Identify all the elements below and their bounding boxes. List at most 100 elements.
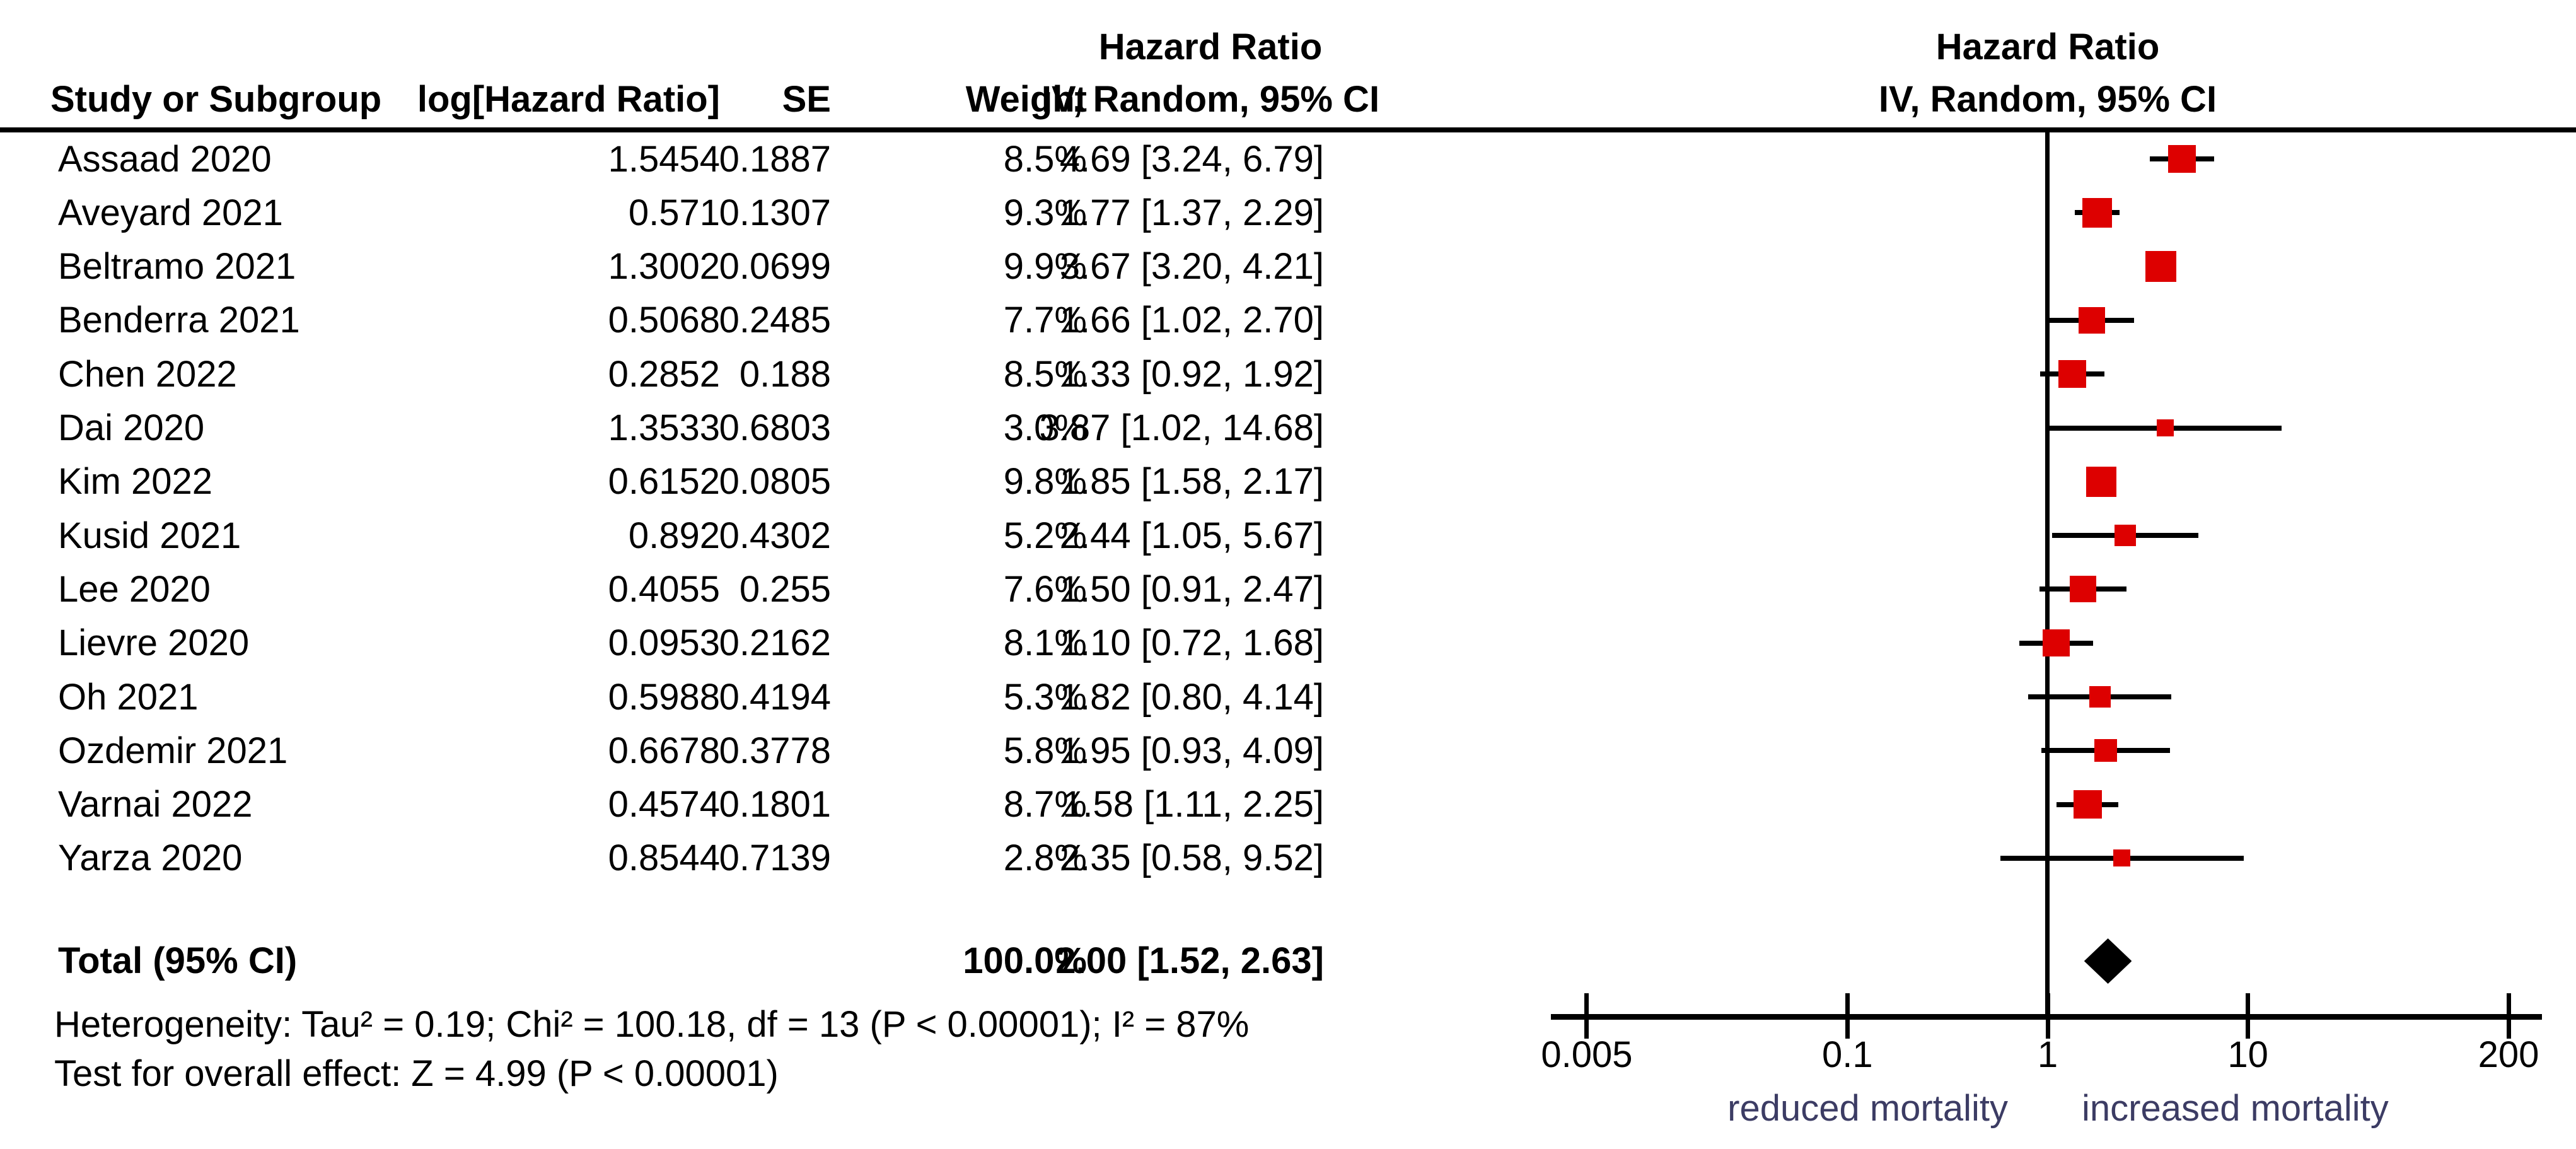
- effect-marker: [2058, 360, 2087, 388]
- effect-marker: [2078, 306, 2105, 334]
- axis-tick-label: 1: [2037, 1034, 2058, 1075]
- log-hazard-ratio-value: 0.4055: [608, 568, 720, 610]
- study-name: Varnai 2022: [58, 784, 253, 825]
- no-effect-line: [2045, 132, 2050, 1017]
- log-hazard-ratio-value: 0.8544: [608, 837, 720, 879]
- se-value: 0.255: [739, 568, 831, 610]
- effect-marker: [2145, 251, 2176, 283]
- effect-marker: [2086, 466, 2116, 497]
- table-row: Lievre 2020 0.0953 0.2162 8.1% 1.10 [0.7…: [0, 616, 2576, 670]
- axis-tick: [2246, 993, 2251, 1039]
- log-hazard-ratio-value: 0.6678: [608, 730, 720, 771]
- study-name: Lievre 2020: [58, 622, 250, 664]
- hazard-ratio-ci-text: 3.87 [1.02, 14.68]: [1039, 407, 1324, 448]
- hazard-ratio-ci-text: 1.82 [0.80, 4.14]: [1059, 676, 1324, 718]
- table-row: Aveyard 2021 0.571 0.1307 9.3% 1.77 [1.3…: [0, 186, 2576, 240]
- se-value: 0.4302: [719, 515, 831, 556]
- axis-label-increased-mortality: increased mortality: [2082, 1088, 2389, 1129]
- study-name: Lee 2020: [58, 568, 211, 610]
- effect-marker: [2082, 197, 2113, 228]
- hazard-ratio-ci-text: 1.66 [1.02, 2.70]: [1059, 300, 1324, 341]
- column-header-se: SE: [782, 79, 831, 120]
- study-name: Chen 2022: [58, 353, 237, 395]
- table-row: Yarza 2020 0.8544 0.7139 2.8% 2.35 [0.58…: [0, 831, 2576, 885]
- log-hazard-ratio-value: 0.0953: [608, 622, 720, 664]
- table-row: Varnai 2022 0.4574 0.1801 8.7% 1.58 [1.1…: [0, 778, 2576, 831]
- log-hazard-ratio-value: 1.3002: [608, 246, 720, 288]
- se-value: 0.4194: [719, 676, 831, 718]
- effect-marker: [2069, 576, 2096, 603]
- plot-header-line1: Hazard Ratio: [1935, 26, 2160, 67]
- column-header-weight: Weight: [965, 79, 1087, 120]
- axis-tick-label: 200: [2478, 1034, 2539, 1075]
- study-name: Yarza 2020: [58, 837, 243, 879]
- effect-marker: [2089, 686, 2111, 708]
- weight-value: 9.9%: [1003, 246, 1087, 288]
- table-row: Benderra 2021 0.5068 0.2485 7.7% 1.66 [1…: [0, 293, 2576, 347]
- log-hazard-ratio-value: 0.4574: [608, 784, 720, 825]
- se-value: 0.0699: [719, 246, 831, 288]
- hazard-ratio-ci-text: 4.69 [3.24, 6.79]: [1059, 138, 1324, 180]
- effect-marker: [2073, 790, 2102, 819]
- table-row: Chen 2022 0.2852 0.188 8.5% 1.33 [0.92, …: [0, 347, 2576, 401]
- hazard-ratio-ci-text: 2.44 [1.05, 5.67]: [1059, 515, 1324, 556]
- hazard-ratio-ci-text: 1.77 [1.37, 2.29]: [1059, 192, 1324, 233]
- weight-value: 5.3%: [1003, 676, 1087, 718]
- se-value: 0.1307: [719, 192, 831, 233]
- se-value: 0.7139: [719, 837, 831, 879]
- se-value: 0.0805: [719, 461, 831, 503]
- weight-value: 8.1%: [1003, 622, 1087, 664]
- table-row: Kim 2022 0.6152 0.0805 9.8% 1.85 [1.58, …: [0, 455, 2576, 508]
- table-row: Kusid 2021 0.892 0.4302 5.2% 2.44 [1.05,…: [0, 509, 2576, 563]
- hazard-ratio-ci-text: 1.50 [0.91, 2.47]: [1059, 568, 1324, 610]
- effect-marker: [2042, 629, 2070, 657]
- hazard-ratio-ci-text: 1.33 [0.92, 1.92]: [1059, 353, 1324, 395]
- se-value: 0.2162: [719, 622, 831, 664]
- effect-marker: [2115, 525, 2137, 547]
- table-row: Ozdemir 2021 0.6678 0.3778 5.8% 1.95 [0.…: [0, 724, 2576, 778]
- study-name: Aveyard 2021: [58, 192, 283, 233]
- weight-value: 8.5%: [1003, 138, 1087, 180]
- se-value: 0.1887: [719, 138, 831, 180]
- log-hazard-ratio-value: 0.6152: [608, 461, 720, 503]
- total-weight: 100.0%: [963, 940, 1087, 981]
- study-name: Kim 2022: [58, 461, 213, 503]
- weight-value: 7.7%: [1003, 300, 1087, 341]
- weight-value: 5.2%: [1003, 515, 1087, 556]
- log-hazard-ratio-value: 1.3533: [608, 407, 720, 448]
- hazard-ratio-ci-text: 1.10 [0.72, 1.68]: [1059, 622, 1324, 664]
- axis-label-reduced-mortality: reduced mortality: [1727, 1088, 2008, 1129]
- study-name: Oh 2021: [58, 676, 199, 718]
- overall-effect-text: Test for overall effect: Z = 4.99 (P < 0…: [54, 1053, 779, 1094]
- effect-marker: [2168, 145, 2196, 173]
- effect-marker: [2113, 849, 2131, 867]
- hazard-ratio-ci-text: 3.67 [3.20, 4.21]: [1059, 246, 1324, 288]
- axis-tick: [1845, 993, 1850, 1039]
- column-header-study: Study or Subgroup: [50, 79, 382, 120]
- se-value: 0.1801: [719, 784, 831, 825]
- study-name: Ozdemir 2021: [58, 730, 288, 771]
- study-name: Assaad 2020: [58, 138, 272, 180]
- axis-tick-label: 10: [2227, 1034, 2268, 1075]
- log-hazard-ratio-value: 0.571: [628, 192, 720, 233]
- header-underline: [0, 127, 2576, 132]
- weight-value: 5.8%: [1003, 730, 1087, 771]
- table-row: Assaad 2020 1.5454 0.1887 8.5% 4.69 [3.2…: [0, 132, 2576, 186]
- heterogeneity-text: Heterogeneity: Tau² = 0.19; Chi² = 100.1…: [54, 1004, 1250, 1045]
- log-hazard-ratio-value: 0.5068: [608, 300, 720, 341]
- weight-value: 2.8%: [1003, 837, 1087, 879]
- table-row: Dai 2020 1.3533 0.6803 3.0% 3.87 [1.02, …: [0, 401, 2576, 455]
- axis-tick: [2506, 993, 2511, 1039]
- total-label: Total (95% CI): [58, 940, 298, 981]
- se-value: 0.3778: [719, 730, 831, 771]
- log-hazard-ratio-value: 0.5988: [608, 676, 720, 718]
- total-row: Total (95% CI) 100.0% 2.00 [1.52, 2.63]: [0, 934, 2576, 988]
- se-value: 0.2485: [719, 300, 831, 341]
- column-header-effect-line1: Hazard Ratio: [1098, 26, 1323, 67]
- hazard-ratio-ci-text: 1.85 [1.58, 2.17]: [1059, 461, 1324, 503]
- study-name: Benderra 2021: [58, 300, 300, 341]
- se-value: 0.6803: [719, 407, 831, 448]
- weight-value: 3.0%: [1003, 407, 1087, 448]
- table-row: Beltramo 2021 1.3002 0.0699 9.9% 3.67 [3…: [0, 240, 2576, 293]
- axis-tick: [1584, 993, 1589, 1039]
